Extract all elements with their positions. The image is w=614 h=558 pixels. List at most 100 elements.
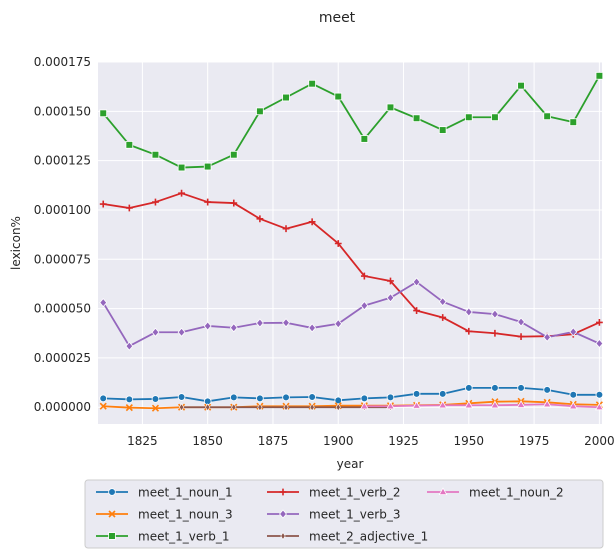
legend-marker <box>108 488 116 496</box>
data-point-meet_1_noun_2 <box>386 401 395 410</box>
data-point-meet_1_verb_1 <box>125 141 134 149</box>
data-point-meet_1_verb_1 <box>517 81 525 90</box>
data-point-meet_1_noun_2 <box>516 400 526 408</box>
legend-label: meet_1_noun_3 <box>138 508 233 522</box>
data-point-meet_1_verb_1 <box>465 113 473 122</box>
data-point-meet_1_verb_2 <box>308 218 316 226</box>
data-point-meet_1_verb_3 <box>438 297 447 307</box>
data-point-meet_1_verb_1 <box>386 103 395 112</box>
data-point-meet_1_verb_2 <box>282 225 290 233</box>
legend-marker <box>279 488 287 496</box>
data-point-meet_1_verb_3 <box>412 277 421 287</box>
legend-item-meet_1_noun_1: meet_1_noun_1 <box>96 486 233 500</box>
data-point-meet_1_noun_1 <box>595 391 604 399</box>
legend-label: meet_1_verb_2 <box>309 486 400 500</box>
data-point-meet_1_noun_2 <box>490 400 500 409</box>
plot-area <box>98 62 602 424</box>
y-tick-label: 0.000075 <box>34 252 91 266</box>
data-point-meet_1_noun_1 <box>99 394 108 403</box>
data-point-meet_1_verb_3 <box>491 309 499 319</box>
legend-label: meet_1_verb_1 <box>138 530 229 544</box>
data-point-meet_1_verb_3 <box>308 323 317 333</box>
legend-label: meet_1_noun_1 <box>138 486 233 500</box>
legend-item-meet_1_noun_2: meet_1_noun_2 <box>427 486 564 500</box>
data-point-meet_1_verb_3 <box>360 301 369 311</box>
data-point-meet_1_verb_1 <box>438 126 447 134</box>
legend-marker <box>280 532 286 540</box>
legend-item-meet_1_verb_1: meet_1_verb_1 <box>96 530 229 544</box>
series-line-meet_1_verb_1 <box>102 75 601 169</box>
data-point-meet_1_verb_1 <box>360 135 369 143</box>
data-point-meet_1_verb_1 <box>282 93 290 102</box>
series-meet_1_noun_2 <box>359 399 604 411</box>
data-point-meet_1_verb_3 <box>282 318 290 328</box>
legend: meet_1_noun_1 meet_1_noun_3 meet_1_verb_1 m… <box>84 479 604 549</box>
data-point-meet_1_noun_3 <box>151 404 160 412</box>
y-axis-label: lexicon% <box>9 216 23 270</box>
series-meet_1_verb_3 <box>99 277 604 351</box>
data-point-meet_1_verb_1 <box>595 72 604 80</box>
data-point-meet_1_verb_2 <box>230 199 238 207</box>
y-tick-label: 0.000175 <box>34 55 91 69</box>
x-tick-label: 2000 <box>584 434 614 448</box>
data-point-meet_1_noun_2 <box>542 399 552 408</box>
x-axis-ticks: 1825 1850 1875 1900 1925 1950 1975 2000 <box>127 434 614 448</box>
data-point-meet_1_verb_2 <box>204 198 212 206</box>
data-point-meet_1_verb_3 <box>464 307 473 317</box>
y-tick-label: 0.000100 <box>34 203 91 217</box>
legend-item-meet_1_noun_3: meet_1_noun_3 <box>96 508 233 522</box>
data-point-meet_1_verb_2 <box>178 189 185 197</box>
data-point-meet_1_verb_2 <box>517 333 525 341</box>
data-point-meet_1_noun_2 <box>438 400 448 409</box>
data-point-meet_1_verb_2 <box>152 198 159 206</box>
data-point-meet_1_noun_1 <box>438 390 447 398</box>
chart-title: meet <box>319 10 356 26</box>
data-point-meet_1_verb_1 <box>569 118 578 126</box>
series-layer <box>99 72 604 412</box>
data-point-meet_1_verb_2 <box>334 240 342 247</box>
data-point-meet_2_adjective_1 <box>205 403 211 412</box>
data-point-meet_1_verb_3 <box>151 327 160 337</box>
data-point-meet_1_noun_1 <box>491 384 499 392</box>
data-point-meet_1_verb_1 <box>491 113 499 122</box>
data-point-meet_1_verb_2 <box>465 327 473 335</box>
data-point-meet_1_noun_1 <box>151 395 160 403</box>
data-point-meet_1_verb_3 <box>255 318 264 328</box>
data-point-meet_1_noun_2 <box>568 401 578 410</box>
data-point-meet_1_verb_2 <box>360 272 368 280</box>
data-point-meet_1_verb_2 <box>99 200 107 208</box>
data-point-meet_1_verb_3 <box>595 338 604 349</box>
series-line-meet_1_noun_1 <box>103 387 600 403</box>
data-point-meet_1_verb_2 <box>595 319 603 326</box>
data-point-meet_1_verb_3 <box>177 327 186 337</box>
data-point-meet_1_noun_1 <box>386 393 395 402</box>
legend-marker <box>279 509 287 519</box>
data-point-meet_1_verb_1 <box>308 79 316 88</box>
data-point-meet_1_verb_3 <box>99 298 108 308</box>
data-point-meet_1_verb_2 <box>256 215 264 223</box>
data-point-meet_1_verb_3 <box>125 341 134 351</box>
data-point-meet_1_verb_1 <box>543 112 551 121</box>
data-point-meet_1_noun_1 <box>229 393 238 402</box>
legend-label: meet_1_verb_3 <box>309 508 400 522</box>
data-point-meet_2_adjective_1 <box>257 403 263 412</box>
data-point-meet_1_noun_2 <box>595 402 604 411</box>
series-meet_1_verb_2 <box>99 189 603 341</box>
data-point-meet_1_verb_1 <box>412 114 421 123</box>
data-point-meet_1_verb_3 <box>543 332 552 342</box>
x-tick-label: 1900 <box>323 434 354 448</box>
data-point-meet_1_verb_1 <box>99 109 108 118</box>
legend-item-meet_1_verb_2: meet_1_verb_2 <box>267 486 400 500</box>
data-point-meet_1_verb_1 <box>203 162 212 171</box>
data-point-meet_1_noun_1 <box>282 393 290 402</box>
data-point-meet_1_verb_3 <box>386 293 395 303</box>
data-point-meet_1_noun_1 <box>308 393 316 401</box>
data-point-meet_1_noun_1 <box>543 386 551 394</box>
data-point-meet_1_noun_1 <box>125 395 134 404</box>
data-point-meet_1_noun_1 <box>412 390 421 398</box>
series-meet_1_verb_1 <box>99 72 604 172</box>
y-tick-label: 0.000025 <box>34 351 91 365</box>
data-point-meet_1_verb_2 <box>439 314 447 321</box>
data-point-meet_1_verb_2 <box>491 329 499 337</box>
